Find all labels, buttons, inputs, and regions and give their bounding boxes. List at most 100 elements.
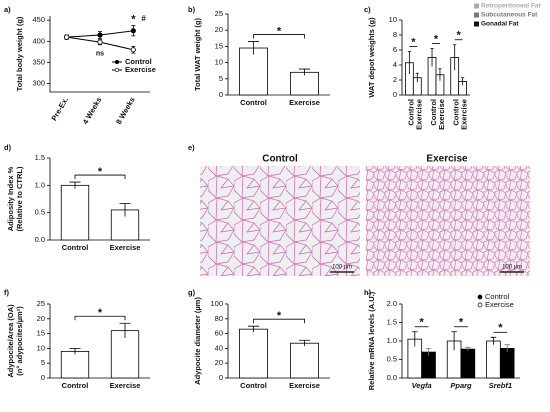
y-tick-label: 450 <box>32 15 45 24</box>
y-tick-label: 0.0 <box>35 235 45 244</box>
error-bar <box>247 41 260 55</box>
y-axis-label: (Relative to CTRL) <box>15 166 24 232</box>
y-axis-label: Total WAT weight (g) <box>193 17 202 91</box>
y-tick-label: 60 <box>215 329 223 338</box>
x-tick-label: 4 Weeks <box>81 95 104 125</box>
x-tick-label: Control <box>62 243 89 252</box>
error-bar <box>69 348 81 355</box>
y-tick-label: 4 <box>393 60 397 69</box>
x-tick-label: Control <box>406 99 415 126</box>
y-tick-label: 15 <box>215 41 223 50</box>
error-bar <box>504 344 510 353</box>
error-bar <box>412 331 418 347</box>
significance-bracket <box>253 318 305 324</box>
legend-label: Exercise <box>125 65 156 74</box>
x-tick-label: Exercise <box>110 381 141 390</box>
panel-label: h) <box>364 288 372 297</box>
legend-marker <box>114 67 120 73</box>
y-tick-label: 80 <box>215 314 223 323</box>
bar <box>60 184 90 241</box>
y-tick-label: 300 <box>32 79 45 88</box>
y-tick-label: 20 <box>215 358 223 367</box>
annotation: * <box>434 33 439 45</box>
x-tick-label: Control <box>62 381 89 390</box>
y-tick-label: 100 <box>210 299 223 308</box>
y-tick-label: 2.0 <box>387 299 397 308</box>
micrograph-texture <box>200 166 360 276</box>
panel-label: f) <box>4 288 9 297</box>
bar <box>110 330 140 379</box>
legend-swatch <box>474 3 479 9</box>
y-axis-label: Adiposity Index % <box>6 166 15 231</box>
y-tick-label: 1.0 <box>35 180 45 189</box>
error-bar <box>490 336 497 345</box>
y-axis-label: Adypocite/Area (OA) <box>6 304 15 378</box>
error-bar <box>430 48 434 67</box>
annotation: ns <box>96 51 104 58</box>
y-tick-label: 20 <box>215 25 223 34</box>
annotation: * <box>277 25 282 37</box>
legend-marker <box>114 59 120 65</box>
legend-swatch <box>474 12 479 18</box>
y-tick-label: 8 <box>393 30 397 39</box>
error-bar <box>461 77 465 86</box>
y-tick-label: 400 <box>32 36 45 45</box>
y-tick-label: 0.5 <box>35 208 45 217</box>
legend-marker <box>477 302 483 308</box>
bar <box>239 328 268 379</box>
scale-label: 100 µm <box>502 265 522 271</box>
y-axis-label: WAT depot weights (g) <box>367 17 376 98</box>
legend-label: Control <box>125 57 152 66</box>
y-tick-label: 20 <box>37 314 45 323</box>
significance-bracket <box>74 315 126 321</box>
x-tick-label: Exercise <box>289 98 320 107</box>
x-tick-label: Vegfa <box>412 381 432 390</box>
error-bar <box>453 44 457 71</box>
legend-label: Subcutaneous Fat <box>481 12 538 19</box>
x-tick-label: Exercise <box>110 243 141 252</box>
bar <box>239 47 268 96</box>
x-tick-label: Exercise <box>289 381 320 390</box>
y-axis-label: Adypocite diameter (µm) <box>193 297 202 385</box>
marker <box>97 32 103 38</box>
y-tick-label: 10 <box>389 15 397 24</box>
annotation: * <box>131 14 136 26</box>
image-label: Exercise <box>426 154 468 165</box>
bar <box>486 340 501 379</box>
y-tick-label: 0 <box>393 90 397 99</box>
legend-label: Exercise <box>485 300 514 309</box>
x-tick-label: Exercise <box>437 99 446 130</box>
y-axis-label: Total body weight (g) <box>15 16 24 91</box>
y-tick-label: 0 <box>219 373 223 382</box>
bar <box>290 342 319 379</box>
bar <box>460 348 476 379</box>
error-bar <box>298 339 311 347</box>
y-tick-label: 15 <box>37 329 45 338</box>
significance-bracket <box>253 34 305 39</box>
error-bar <box>298 68 311 76</box>
panel-label: d) <box>4 143 12 152</box>
y-tick-label: 10 <box>215 58 223 67</box>
bar <box>421 351 436 379</box>
bar <box>499 347 515 379</box>
x-tick-label: Exercise <box>460 99 469 130</box>
annotation: * <box>459 317 464 329</box>
y-tick-label: 6 <box>393 45 397 54</box>
error-bar <box>438 68 442 81</box>
y-tick-label: 350 <box>32 57 45 66</box>
micrograph-texture <box>366 166 530 276</box>
legend-marker <box>477 294 483 300</box>
y-tick-label: 5 <box>219 74 223 83</box>
y-tick-label: 40 <box>215 343 223 352</box>
x-tick-label: Srebf1 <box>489 381 512 390</box>
marker <box>130 47 136 53</box>
legend-label: Gonadal Fat <box>481 21 519 28</box>
marker <box>97 39 103 45</box>
y-tick-label: 1.5 <box>387 317 397 326</box>
x-tick-label: Pre-Ex. <box>49 95 70 122</box>
y-axis-label: (n° adypocites/µm²) <box>15 306 24 376</box>
bar <box>60 350 90 379</box>
y-tick-label: 0 <box>219 90 223 99</box>
x-tick-label: Exercise <box>414 99 423 130</box>
annotation: * <box>98 166 103 178</box>
